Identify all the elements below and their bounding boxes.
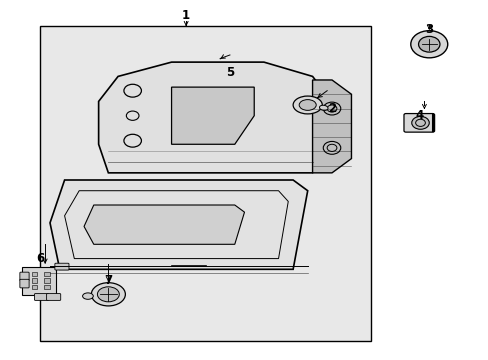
Text: 4: 4 [415, 109, 423, 122]
Bar [43, 278, 49, 283]
FancyBboxPatch shape [20, 279, 29, 288]
Bar [31, 272, 37, 276]
Ellipse shape [97, 287, 119, 302]
Ellipse shape [82, 293, 93, 299]
Circle shape [411, 116, 428, 129]
PathPatch shape [99, 62, 331, 173]
FancyBboxPatch shape [34, 294, 48, 300]
FancyBboxPatch shape [403, 113, 434, 132]
FancyBboxPatch shape [46, 294, 61, 300]
Text: 3: 3 [425, 23, 432, 36]
FancyBboxPatch shape [20, 272, 29, 281]
Ellipse shape [91, 283, 125, 306]
Text: 6: 6 [36, 252, 44, 265]
PathPatch shape [50, 180, 307, 269]
Text: 5: 5 [225, 66, 234, 79]
PathPatch shape [84, 205, 244, 244]
Bar [31, 285, 37, 289]
PathPatch shape [312, 80, 351, 173]
Bar [43, 285, 49, 289]
Text: 2: 2 [327, 102, 335, 115]
FancyBboxPatch shape [55, 263, 69, 270]
Bar [40, 26, 370, 341]
PathPatch shape [171, 87, 254, 144]
Text: 1: 1 [182, 9, 190, 22]
FancyBboxPatch shape [22, 267, 56, 295]
Ellipse shape [319, 105, 327, 111]
Ellipse shape [299, 100, 316, 111]
Bar [43, 272, 49, 276]
Ellipse shape [292, 96, 322, 114]
Text: 7: 7 [104, 274, 112, 287]
Circle shape [418, 36, 439, 52]
Circle shape [410, 31, 447, 58]
Bar [31, 278, 37, 283]
